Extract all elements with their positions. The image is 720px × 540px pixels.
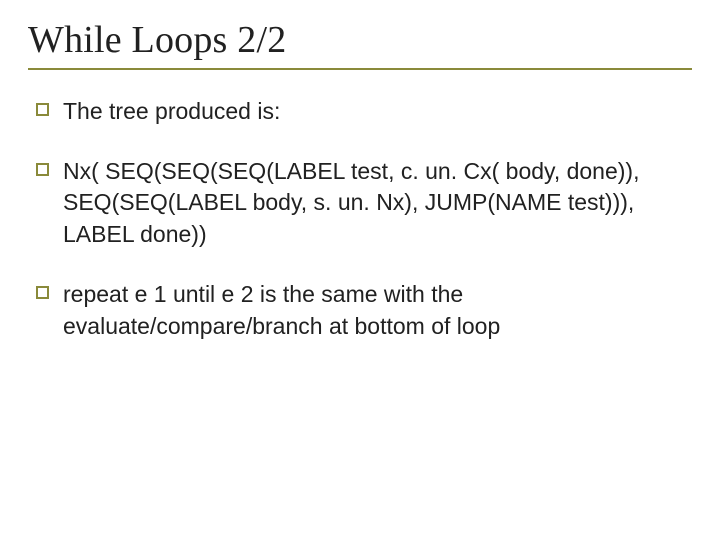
list-item: The tree produced is:: [36, 96, 692, 128]
square-bullet-icon: [36, 286, 49, 299]
slide-container: While Loops 2/2 The tree produced is: Nx…: [0, 0, 720, 540]
list-item: repeat e 1 until e 2 is the same with th…: [36, 279, 692, 342]
square-bullet-icon: [36, 163, 49, 176]
square-bullet-icon: [36, 103, 49, 116]
title-underline: [28, 68, 692, 70]
bullet-text: repeat e 1 until e 2 is the same with th…: [63, 279, 692, 342]
bullet-list: The tree produced is: Nx( SEQ(SEQ(SEQ(LA…: [28, 96, 692, 342]
bullet-text: Nx( SEQ(SEQ(SEQ(LABEL test, c. un. Cx( b…: [63, 156, 692, 251]
page-title: While Loops 2/2: [28, 18, 692, 62]
bullet-text: The tree produced is:: [63, 96, 280, 128]
list-item: Nx( SEQ(SEQ(SEQ(LABEL test, c. un. Cx( b…: [36, 156, 692, 251]
